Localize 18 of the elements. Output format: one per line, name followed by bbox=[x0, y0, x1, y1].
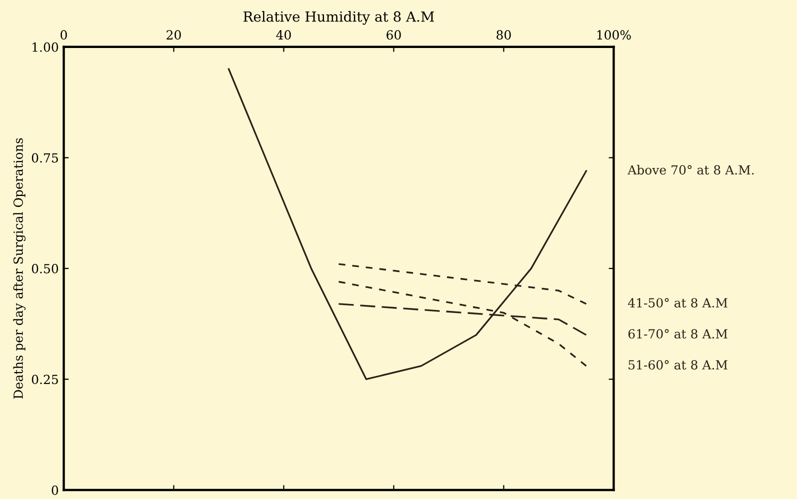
x-tick-label: 40 bbox=[276, 30, 291, 40]
x-tick-label: 100% bbox=[597, 30, 631, 40]
x-tick-label: 60 bbox=[386, 30, 401, 40]
y-tick-label: 0.75 bbox=[32, 153, 58, 163]
x-tick-label: 20 bbox=[166, 30, 181, 40]
text: Above 70° at 8 A.M. bbox=[628, 164, 754, 175]
y-tick-label: 1.00 bbox=[32, 42, 58, 52]
x-axis-title: Relative Humidity at 8 A.M bbox=[244, 11, 434, 25]
x-tick-label: 0 bbox=[60, 30, 67, 40]
x-tick-label: 80 bbox=[496, 30, 511, 40]
text: 51-60° at 8 A.M bbox=[628, 360, 728, 370]
text: 41-50° at 8 A.M bbox=[628, 298, 728, 308]
text: 61-70° at 8 A.M bbox=[628, 329, 728, 339]
y-axis-title: Deaths per day after Surgical Operations bbox=[13, 138, 26, 399]
y-tick-label: 0.25 bbox=[32, 374, 58, 384]
y-tick-label: 0.50 bbox=[32, 264, 58, 274]
y-tick-label: 0 bbox=[52, 485, 58, 495]
line-series bbox=[228, 68, 588, 380]
